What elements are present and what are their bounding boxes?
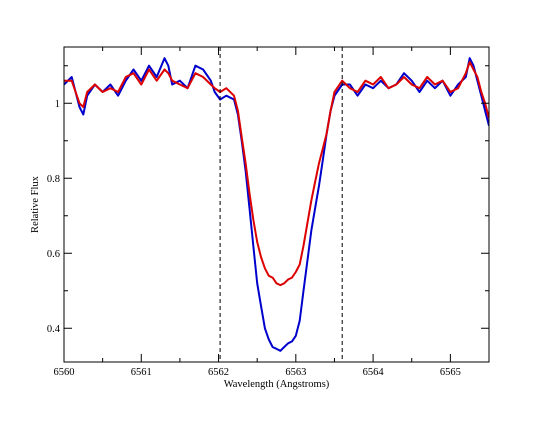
tick-layer: 6560 6561 6562 6563 6564 6565 0.4 0.6 0.8 1 [47, 47, 489, 378]
series-line-1 [64, 57, 489, 352]
plot-frame [63, 46, 490, 363]
x-tick-label: 6562 [208, 367, 229, 378]
x-tick-label: 6560 [54, 367, 75, 378]
x-axis-title: Wavelength (Angstroms) [224, 379, 330, 390]
y-tick-label: 0.6 [47, 249, 60, 260]
y-axis-title: Relative Flux [30, 175, 41, 233]
x-tick-label: 6564 [363, 367, 385, 378]
series-layer [64, 57, 489, 352]
x-tick-label: 6563 [285, 367, 306, 378]
series-line-2 [64, 61, 489, 287]
y-tick-label: 0.4 [47, 324, 61, 335]
x-tick-label: 6561 [131, 367, 152, 378]
reference-lines [219, 47, 343, 362]
x-tick-label: 6565 [440, 367, 461, 378]
y-tick-label: 1 [55, 99, 60, 110]
y-tick-label: 0.8 [47, 174, 60, 185]
